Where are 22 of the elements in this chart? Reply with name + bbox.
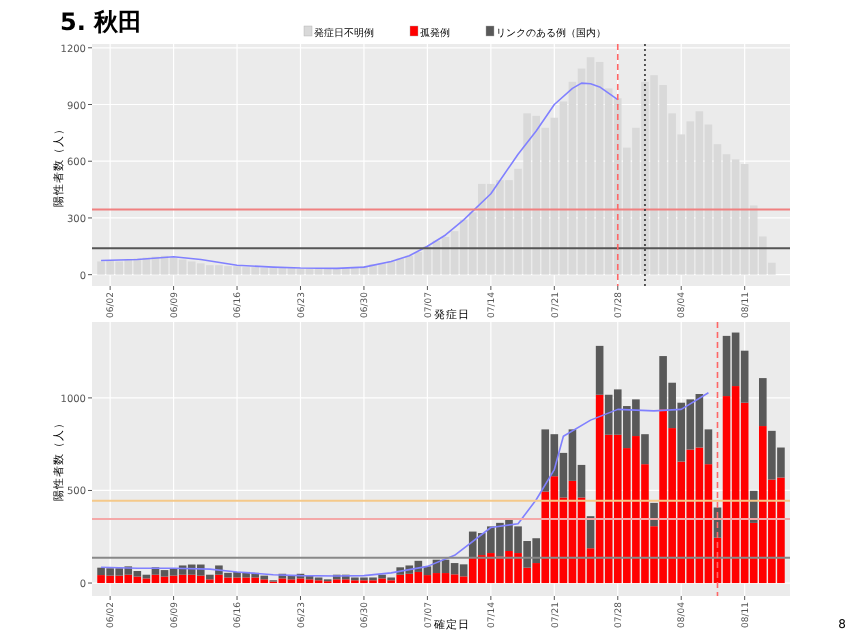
bar xyxy=(541,429,550,492)
line-series xyxy=(100,391,710,577)
chart-title: 5. 秋田 xyxy=(60,8,143,36)
bar xyxy=(459,564,468,577)
bar xyxy=(450,574,459,584)
bar xyxy=(296,268,305,275)
bar xyxy=(595,345,604,395)
bar xyxy=(450,563,459,575)
bar xyxy=(169,257,178,275)
bar xyxy=(759,378,767,427)
bar xyxy=(650,502,658,527)
bar xyxy=(432,573,441,584)
bar xyxy=(305,268,314,275)
bar xyxy=(441,573,450,584)
bar xyxy=(586,57,595,275)
bar xyxy=(423,575,432,584)
bar xyxy=(287,268,296,275)
bar xyxy=(296,578,305,584)
line-series xyxy=(100,82,619,270)
bar xyxy=(142,578,151,584)
bar xyxy=(160,570,169,577)
bar xyxy=(722,335,731,397)
